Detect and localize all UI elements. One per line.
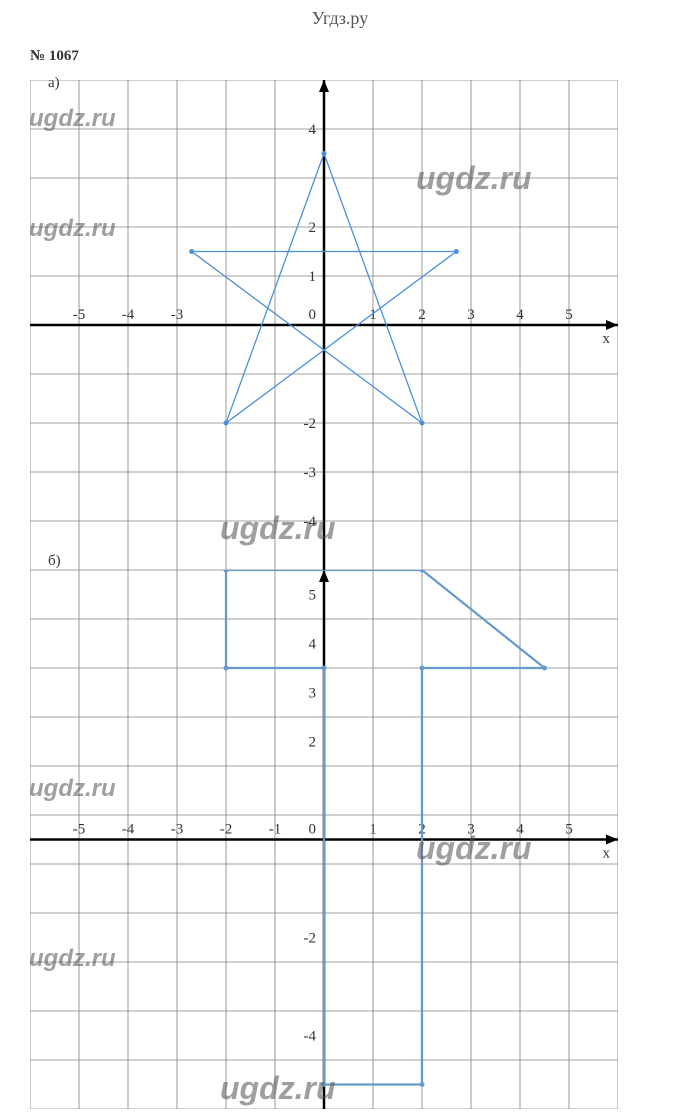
- svg-text:3: 3: [467, 822, 475, 838]
- svg-text:1: 1: [369, 822, 377, 838]
- svg-text:-3: -3: [171, 307, 184, 323]
- svg-text:-3: -3: [304, 465, 317, 481]
- svg-text:1: 1: [309, 269, 317, 285]
- svg-text:4: 4: [516, 307, 524, 323]
- svg-text:4: 4: [516, 822, 524, 838]
- problem-number: № 1067: [30, 48, 79, 65]
- label-b: б): [48, 553, 61, 570]
- svg-text:x: x: [603, 331, 611, 347]
- svg-text:0: 0: [309, 307, 317, 323]
- svg-text:2: 2: [418, 307, 426, 323]
- svg-text:-5: -5: [73, 822, 86, 838]
- svg-text:4: 4: [309, 122, 317, 138]
- svg-text:3: 3: [309, 686, 317, 702]
- svg-text:2: 2: [309, 735, 317, 751]
- svg-text:-2: -2: [220, 822, 233, 838]
- svg-text:5: 5: [565, 822, 573, 838]
- svg-text:-2: -2: [304, 931, 317, 947]
- svg-text:-4: -4: [304, 514, 317, 530]
- chart-b: -5-4-3-2-1123455432-2-40x: [30, 570, 618, 1114]
- svg-text:-2: -2: [304, 416, 317, 432]
- svg-text:-5: -5: [73, 307, 86, 323]
- svg-text:-1: -1: [269, 822, 282, 838]
- svg-text:5: 5: [565, 307, 573, 323]
- svg-text:x: x: [603, 846, 611, 862]
- site-header: Угдз.ру: [0, 0, 680, 29]
- svg-text:2: 2: [309, 220, 317, 236]
- page: Угдз.ру № 1067 а) -5-4-312345421-2-3-40x…: [0, 0, 680, 1098]
- svg-text:5: 5: [309, 588, 317, 604]
- chart-a: -5-4-312345421-2-3-40x: [30, 80, 618, 575]
- svg-text:0: 0: [309, 822, 317, 838]
- svg-text:4: 4: [309, 637, 317, 653]
- svg-text:-4: -4: [122, 307, 135, 323]
- svg-text:-4: -4: [122, 822, 135, 838]
- svg-text:-4: -4: [304, 1029, 317, 1045]
- svg-text:-3: -3: [171, 822, 184, 838]
- svg-text:3: 3: [467, 307, 475, 323]
